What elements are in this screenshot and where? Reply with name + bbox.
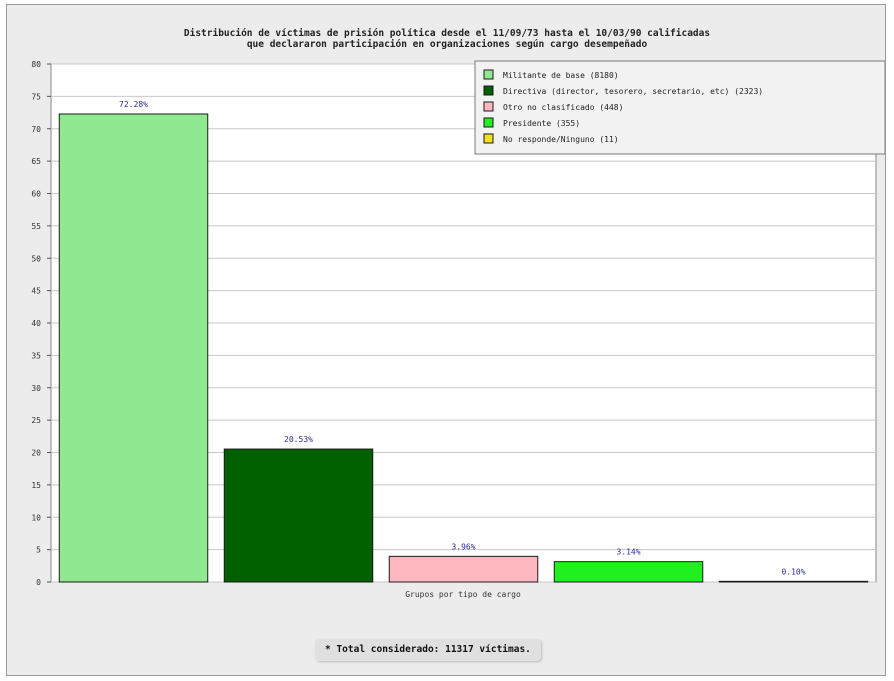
y-tick-label: 50	[31, 254, 41, 263]
legend-box	[474, 60, 885, 155]
legend-item-label: Militante de base (8180)	[503, 71, 619, 80]
chart-title-line-2: que declararon participación en organiza…	[247, 39, 648, 50]
bar	[223, 448, 374, 583]
y-tick-label: 10	[31, 513, 41, 522]
bar	[718, 580, 869, 583]
y-tick-label: 25	[31, 416, 41, 425]
legend-item-label: Presidente (355)	[503, 119, 580, 128]
y-tick-label: 20	[31, 449, 41, 458]
y-tick-label: 55	[31, 222, 41, 231]
x-axis-label: Grupos por tipo de cargo	[405, 590, 521, 599]
y-tick-label: 75	[31, 92, 41, 101]
legend-swatch	[483, 133, 494, 144]
y-tick-label: 0	[36, 578, 41, 587]
y-tick-label: 60	[31, 190, 41, 199]
bar-value-label: 72.28%	[119, 100, 148, 109]
chart-canvas: Distribución de víctimas de prisión polí…	[31, 28, 885, 599]
bar	[553, 561, 704, 583]
y-tick-label: 35	[31, 351, 41, 360]
total-summary: * Total considerado: 11317 víctimas.	[315, 639, 541, 661]
legend: Militante de base (8180) Directiva (direc…	[474, 60, 885, 155]
y-axis-ticks: 0 5 10 15 20 25 30 35 40 45 50 55 60 65 70 75 80	[31, 60, 51, 587]
chart-title-line-1: Distribución de víctimas de prisión polí…	[184, 28, 710, 39]
legend-swatch	[483, 101, 494, 112]
legend-item-label: Directiva (director, tesorero, secretari…	[503, 87, 763, 96]
bar-value-label: 0.10%	[781, 567, 805, 576]
bar-value-label: 3.96%	[451, 542, 475, 551]
bar	[388, 555, 539, 583]
y-tick-label: 5	[36, 546, 41, 555]
legend-item-label: Otro no clasificado (448)	[503, 103, 623, 112]
y-tick-label: 30	[31, 384, 41, 393]
chart-frame: Distribución de víctimas de prisión polí…	[6, 4, 886, 676]
legend-swatch	[483, 85, 494, 96]
y-tick-label: 80	[31, 60, 41, 69]
bar-value-label: 20.53%	[284, 435, 313, 444]
y-tick-label: 65	[31, 157, 41, 166]
data-labels: 72.28% 20.53% 3.96% 3.14% 0.10%	[119, 100, 806, 576]
legend-swatch	[483, 117, 494, 128]
y-tick-label: 40	[31, 319, 41, 328]
bar-value-label: 3.14%	[616, 548, 640, 557]
bar	[58, 113, 209, 583]
legend-swatch	[483, 69, 494, 80]
legend-item-label: No responde/Ninguno (11)	[503, 135, 619, 144]
y-tick-label: 15	[31, 481, 41, 490]
y-tick-label: 45	[31, 287, 41, 296]
y-tick-label: 70	[31, 125, 41, 134]
bars	[58, 113, 869, 583]
